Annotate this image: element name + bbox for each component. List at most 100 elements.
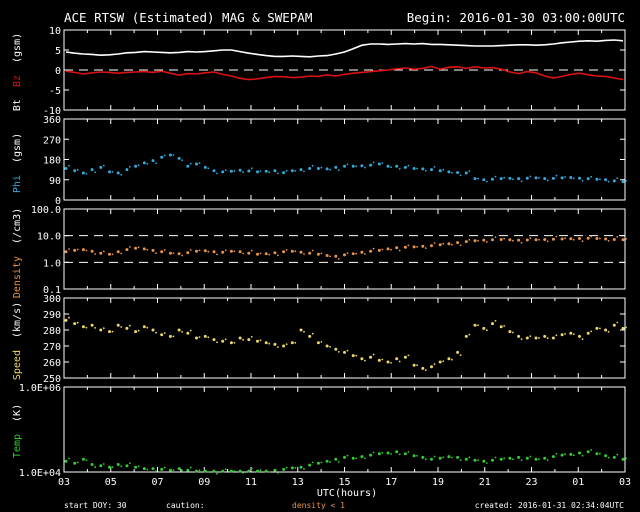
data-point-speed — [90, 323, 94, 327]
data-point-phi — [233, 170, 236, 173]
data-point-speed — [447, 357, 451, 361]
data-point-phi — [459, 174, 462, 177]
data-point-temp — [599, 452, 601, 455]
data-point-speed — [494, 320, 497, 322]
data-point-density — [485, 241, 488, 243]
data-point-speed — [520, 338, 523, 340]
y-tick-label: 270 — [43, 342, 61, 353]
data-point-temp — [572, 454, 575, 457]
caution-label: caution: — [166, 501, 205, 510]
data-point-density — [369, 249, 373, 253]
data-point-speed — [207, 336, 210, 339]
y-tick-label: 0 — [55, 66, 61, 77]
data-point-speed — [329, 346, 331, 348]
data-point-density — [256, 252, 259, 256]
data-point-phi — [360, 164, 364, 168]
data-point-speed — [377, 358, 381, 362]
data-point-temp — [329, 461, 331, 463]
data-point-density — [120, 252, 123, 255]
data-point-density — [351, 252, 355, 256]
data-point-density — [494, 236, 497, 239]
data-point-temp — [212, 469, 216, 473]
data-point-density — [468, 238, 471, 241]
data-point-density — [311, 249, 314, 252]
data-point-density — [520, 241, 523, 244]
data-point-speed — [482, 326, 486, 330]
data-point-density — [129, 246, 131, 248]
temp-unit: (K) — [12, 404, 23, 422]
data-point-density — [612, 238, 616, 241]
data-point-speed — [390, 362, 392, 364]
data-point-phi — [364, 166, 366, 169]
data-point-temp — [424, 458, 427, 461]
y-tick-label: 10.0 — [37, 232, 61, 243]
data-point-temp — [438, 456, 442, 460]
data-point-density — [543, 238, 547, 241]
data-point-temp — [485, 462, 488, 464]
data-point-density — [264, 252, 268, 256]
data-point-speed — [111, 330, 114, 333]
data-point-phi — [316, 167, 320, 170]
data-point-phi — [303, 170, 305, 173]
data-point-phi — [607, 180, 610, 183]
data-point-density — [177, 252, 181, 256]
data-point-phi — [81, 171, 85, 175]
data-point-temp — [172, 469, 175, 472]
data-point-speed — [73, 322, 77, 326]
data-point-density — [250, 249, 253, 252]
y-tick-label: -5 — [49, 86, 61, 97]
data-point-temp — [334, 457, 338, 461]
series-line-bz — [65, 65, 624, 81]
data-point-speed — [430, 365, 433, 369]
data-point-density — [564, 237, 566, 240]
data-point-speed — [534, 336, 538, 340]
data-point-phi — [447, 170, 451, 174]
data-point-density — [337, 258, 340, 260]
data-point-temp — [160, 467, 164, 471]
data-point-speed — [212, 338, 216, 342]
data-point-speed — [64, 318, 68, 322]
data-point-phi — [311, 164, 314, 167]
data-point-phi — [129, 166, 131, 168]
data-point-density — [482, 238, 486, 242]
phi-unit: (gsm) — [12, 133, 23, 163]
data-point-temp — [459, 459, 462, 461]
data-point-phi — [134, 164, 138, 168]
data-point-temp — [81, 457, 85, 461]
data-point-temp — [464, 457, 468, 461]
data-point-speed — [320, 341, 323, 343]
y-tick-label: 180 — [43, 156, 61, 167]
data-point-density — [607, 239, 610, 242]
data-point-phi — [224, 169, 227, 172]
data-point-phi — [163, 154, 166, 157]
data-point-temp — [543, 456, 547, 460]
data-point-speed — [581, 338, 584, 340]
data-point-density — [438, 243, 442, 247]
data-point-density — [259, 252, 262, 255]
panel-frame-density — [63, 208, 626, 290]
data-point-temp — [447, 455, 451, 459]
data-point-density — [125, 248, 129, 252]
data-point-speed — [572, 333, 575, 335]
data-point-speed — [369, 355, 373, 359]
data-point-phi — [137, 164, 140, 167]
data-point-temp — [273, 468, 277, 472]
x-tick-label: 05 — [105, 477, 117, 488]
data-point-speed — [512, 331, 514, 334]
data-point-speed — [337, 351, 340, 353]
data-point-phi — [212, 169, 216, 173]
data-point-temp — [351, 456, 355, 460]
data-point-density — [551, 237, 555, 241]
data-point-phi — [195, 162, 198, 166]
data-point-temp — [129, 462, 131, 464]
data-point-phi — [337, 169, 340, 172]
data-point-speed — [407, 354, 410, 357]
y-tick-label: 100.0 — [31, 205, 61, 216]
data-point-density — [142, 247, 146, 251]
data-point-density — [447, 242, 451, 246]
data-point-phi — [520, 180, 523, 183]
data-point-speed — [285, 343, 288, 346]
data-point-phi — [216, 172, 218, 175]
data-point-phi — [325, 167, 329, 171]
data-point-speed — [451, 358, 453, 361]
